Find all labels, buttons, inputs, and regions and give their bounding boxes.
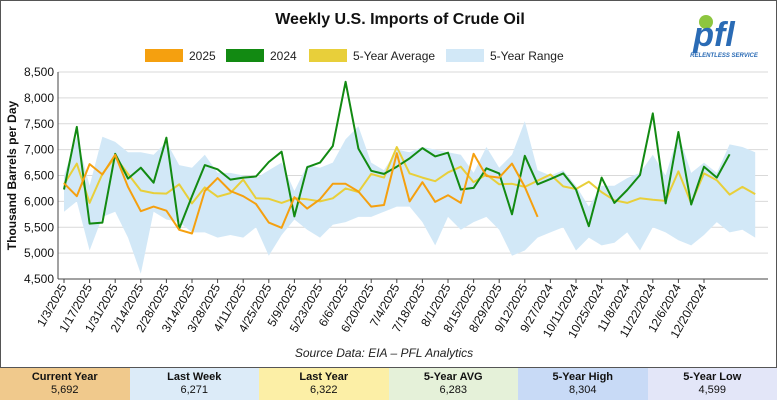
stat-label: Last Year: [299, 371, 349, 383]
logo-dot-icon: [699, 15, 713, 29]
series-2025-line: [63, 152, 539, 235]
y-tick-label: 5,000: [24, 246, 54, 260]
stat-cell-3: 5-Year AVG 6,283: [388, 368, 518, 400]
legend-item-0: 2025: [145, 49, 216, 63]
chart-canvas: Weekly U.S. Imports of Crude Oil pflRELEN…: [5, 11, 768, 360]
logo-wordmark: pfl: [692, 16, 736, 54]
y-tick-label: 7,000: [24, 143, 54, 157]
series-5yr-average-line: [63, 146, 756, 205]
stats-footer: Current Year 5,692 Last Week 6,271 Last Year…: [0, 368, 777, 400]
stat-value: 4,599: [698, 384, 727, 396]
legend-label: 2025: [189, 49, 216, 63]
stat-value: 8,304: [568, 384, 597, 396]
stat-label: Current Year: [31, 371, 98, 383]
stat-cell-1: Last Week 6,271: [129, 368, 259, 400]
legend-item-2: 5-Year Average: [309, 49, 435, 63]
stat-value: 6,283: [439, 384, 468, 396]
y-tick-label: 8,500: [24, 65, 54, 79]
logo-tagline: RELENTLESS SERVICE: [690, 53, 759, 59]
legend-swatch: [446, 49, 484, 62]
stat-label: 5-Year Low: [683, 371, 742, 383]
legend-swatch: [226, 49, 264, 62]
legend-label: 5-Year Range: [490, 49, 564, 63]
stat-label: Last Week: [167, 371, 222, 383]
stat-label: 5-Year High: [552, 371, 614, 383]
y-axis-label: Thousand Barrels per Day: [5, 100, 19, 250]
stat-cell-2: Last Year 6,322: [259, 368, 389, 400]
series-2024-line: [63, 80, 731, 230]
stat-value: 5,692: [50, 384, 79, 396]
legend-label: 2024: [270, 49, 297, 63]
stat-value: 6,322: [309, 384, 338, 396]
legend-swatch: [145, 49, 183, 62]
y-tick-label: 8,000: [24, 91, 54, 105]
y-tick-label: 5,500: [24, 220, 54, 234]
stat-value: 6,271: [180, 384, 209, 396]
stat-label: 5-Year AVG: [423, 371, 483, 383]
legend-swatch: [309, 49, 347, 62]
y-tick-label: 7,500: [24, 117, 54, 131]
stat-cell-0: Current Year 5,692: [0, 368, 130, 400]
stat-cell-5: 5-Year Low 4,599: [647, 368, 777, 400]
source-note: Source Data: EIA – PFL Analytics: [295, 346, 473, 360]
y-tick-label: 4,500: [24, 272, 54, 286]
series-5yr-range-band: [64, 121, 756, 274]
legend-label: 5-Year Average: [353, 49, 435, 63]
legend-item-3: 5-Year Range: [446, 49, 564, 63]
y-tick-label: 6,000: [24, 194, 54, 208]
chart-title: Weekly U.S. Imports of Crude Oil: [275, 11, 525, 28]
y-tick-label: 6,500: [24, 169, 54, 183]
stat-cell-4: 5-Year High 8,304: [518, 368, 648, 400]
legend-item-1: 2024: [226, 49, 297, 63]
